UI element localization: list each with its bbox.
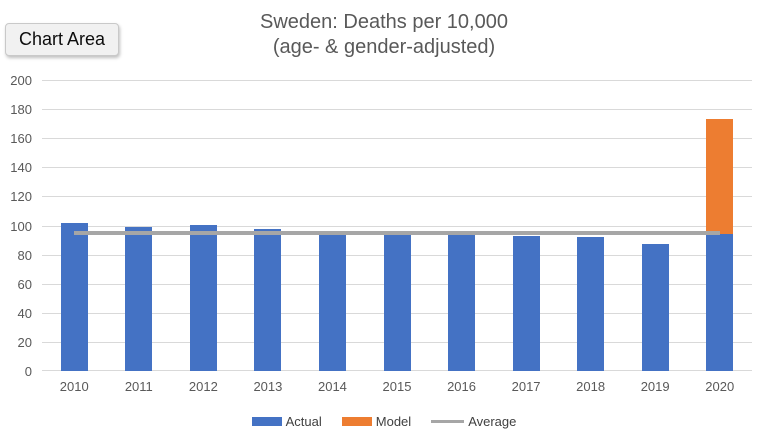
chart-area-tooltip-label: Chart Area	[18, 29, 106, 49]
chart-subtitle: (age- & gender-adjusted)	[272, 36, 496, 58]
plot-area[interactable]	[42, 80, 752, 371]
x-tick-label-2017: 2017	[511, 379, 541, 394]
legend[interactable]: Actual Model Average	[0, 410, 768, 432]
chart-title: Sweden: Deaths per 10,000	[260, 11, 508, 33]
bar-actual-2012[interactable]	[189, 224, 217, 371]
y-tick-label-80: 80	[17, 247, 32, 263]
gridline-180	[42, 109, 752, 111]
bar-actual-2017[interactable]	[512, 235, 540, 371]
y-tick-label-120: 120	[10, 189, 32, 205]
chart-title-block[interactable]: Sweden: Deaths per 10,000 (age- & gender…	[0, 10, 768, 60]
bar-actual-2016[interactable]	[448, 234, 476, 371]
x-tick-label-2013: 2013	[253, 379, 283, 394]
y-tick-label-160: 160	[10, 131, 32, 147]
legend-item-average[interactable]: Average	[431, 414, 516, 429]
bar-actual-2010[interactable]	[60, 223, 88, 371]
y-tick-label-60: 60	[17, 276, 32, 292]
x-tick-label-2012: 2012	[188, 379, 218, 394]
x-tick-label-2014: 2014	[317, 379, 347, 394]
x-tick-label-2019: 2019	[640, 379, 670, 394]
bar-actual-2020[interactable]	[706, 233, 734, 371]
gridline-120	[42, 196, 752, 198]
chart-area-tooltip: Chart Area	[5, 23, 119, 56]
x-tick-label-2011: 2011	[124, 379, 153, 394]
gridline-200	[42, 80, 752, 81]
legend-swatch-actual	[251, 416, 282, 426]
x-tick-label-2010: 2010	[59, 379, 89, 394]
x-tick-label-2020: 2020	[705, 379, 735, 394]
bar-actual-2011[interactable]	[125, 226, 153, 371]
bar-actual-2015[interactable]	[383, 234, 411, 371]
legend-label-model: Model	[375, 413, 412, 429]
x-tick-label-2016: 2016	[447, 379, 476, 394]
y-tick-label-180: 180	[10, 102, 32, 118]
legend-swatch-model	[341, 416, 372, 426]
x-tick-label-2018: 2018	[576, 379, 606, 394]
y-tick-label-200: 200	[10, 73, 32, 88]
legend-swatch-average	[431, 419, 465, 423]
y-tick-label-140: 140	[10, 160, 32, 176]
legend-item-model[interactable]: Model	[341, 413, 412, 429]
gridline-160	[42, 138, 752, 140]
average-line[interactable]	[74, 230, 720, 235]
y-tick-label-100: 100	[10, 218, 32, 234]
y-tick-label-0: 0	[24, 364, 32, 379]
x-tick-label-2015: 2015	[382, 379, 412, 394]
legend-label-average: Average	[468, 413, 517, 429]
legend-label-actual: Actual	[285, 413, 322, 429]
bar-actual-2018[interactable]	[577, 237, 605, 371]
bar-actual-2019[interactable]	[641, 244, 669, 371]
y-tick-label-20: 20	[17, 334, 32, 350]
bar-model-2020[interactable]	[706, 118, 734, 234]
gridline-140	[42, 167, 752, 169]
gridline-100	[42, 225, 752, 227]
bar-actual-2014[interactable]	[318, 234, 346, 371]
legend-item-actual[interactable]: Actual	[251, 413, 322, 429]
bar-actual-2013[interactable]	[254, 229, 282, 371]
y-tick-label-40: 40	[17, 305, 32, 321]
